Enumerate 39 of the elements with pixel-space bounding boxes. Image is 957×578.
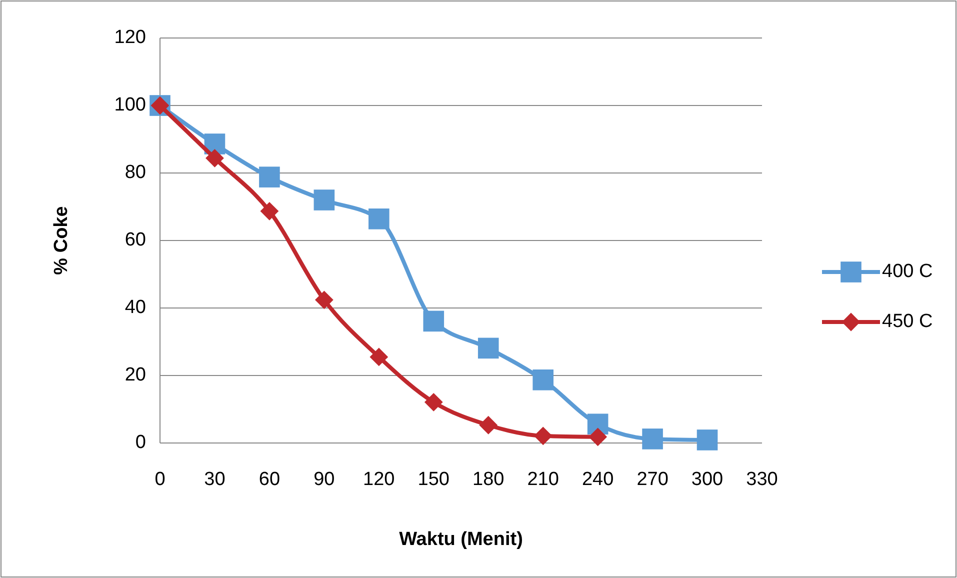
point — [368, 208, 390, 230]
x-tick-label: 150 — [418, 469, 450, 490]
x-tick-label: 30 — [204, 469, 226, 490]
point — [588, 428, 608, 446]
x-tick-label: 120 — [363, 469, 395, 490]
point — [696, 430, 718, 450]
point — [478, 338, 499, 359]
point — [642, 428, 663, 450]
legend-label: 400 C — [882, 261, 933, 282]
y-tick-label: 40 — [124, 297, 146, 318]
point — [260, 202, 279, 220]
x-tick-label: 210 — [527, 469, 559, 490]
x-tick-label: 90 — [314, 469, 335, 490]
point — [259, 166, 280, 188]
point — [423, 310, 444, 332]
x-tick-label: 270 — [636, 469, 668, 490]
x-tick-label: 0 — [154, 469, 166, 490]
x-tick-label: 180 — [472, 469, 504, 490]
point — [314, 190, 335, 210]
y-tick-label: 20 — [124, 364, 146, 386]
y-tick-label: 0 — [135, 432, 146, 454]
x-axis-title: Waktu (Menit) — [399, 529, 523, 550]
point — [424, 392, 443, 412]
x-tick-label: 240 — [582, 469, 614, 490]
y-tick-label: 60 — [124, 230, 146, 251]
legend-label: 450 C — [882, 311, 933, 332]
x-tick-label: 300 — [691, 469, 724, 490]
point — [532, 369, 554, 390]
y-tick-label: 100 — [114, 94, 146, 116]
point — [534, 426, 552, 446]
point — [370, 348, 388, 366]
x-tick-label: 60 — [258, 469, 280, 490]
point — [314, 290, 334, 310]
point — [206, 148, 224, 168]
y-axis-title: % Coke — [51, 206, 72, 275]
y-tick-label: 120 — [114, 27, 146, 48]
y-tick-label: 80 — [124, 162, 146, 184]
point — [479, 416, 498, 434]
x-tick-label: 330 — [746, 469, 778, 490]
